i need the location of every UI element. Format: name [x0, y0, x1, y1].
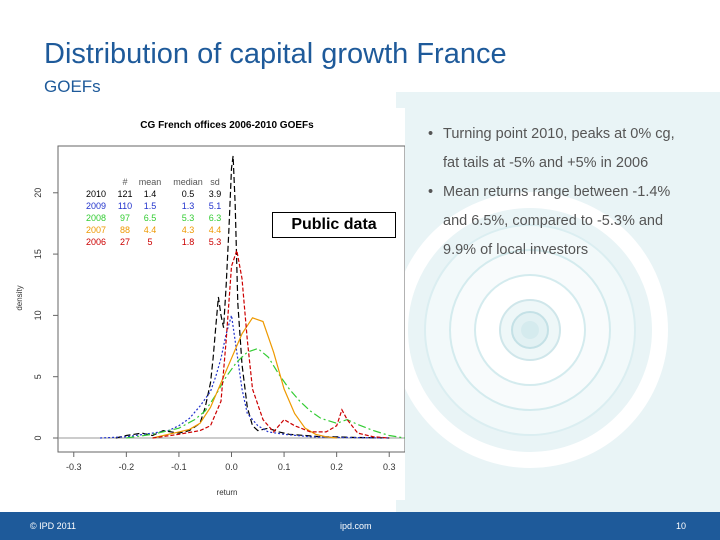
legend-value-n: 121	[117, 189, 132, 199]
legend-value-n: 88	[120, 225, 130, 235]
bullet-dot-icon: •	[428, 184, 434, 200]
legend-value-median: 1.8	[182, 237, 195, 247]
legend-header: median	[173, 177, 203, 187]
footer-page-number: 10	[676, 521, 687, 531]
legend-value-mean: 4.4	[144, 225, 157, 235]
bullet-item: • Turning point 2010, peaks at 0% cg, fat …	[424, 120, 714, 178]
y-tick-label: 20	[33, 188, 43, 198]
legend-year: 2007	[86, 225, 106, 235]
y-axis-label: density	[15, 285, 24, 310]
x-tick-label: 0.2	[330, 462, 343, 472]
legend-value-sd: 5.1	[209, 201, 222, 211]
legend-value-mean: 1.5	[144, 201, 157, 211]
x-axis-label: return	[217, 488, 238, 497]
footer-copyright: © IPD 2011	[30, 521, 76, 531]
bullet-list: • Turning point 2010, peaks at 0% cg, fat …	[424, 120, 714, 265]
slide-subtitle: GOEFs	[44, 77, 101, 96]
legend-value-n: 110	[118, 201, 132, 211]
y-axis-ticks: 0 5 10 15 20	[33, 188, 58, 441]
bullet-line: fat tails at -5% and +5% in 2006	[443, 155, 649, 171]
legend-year: 2006	[86, 237, 106, 247]
legend-value-median: 1.3	[182, 201, 195, 211]
legend-value-median: 4.3	[182, 225, 195, 235]
series-line-2008	[126, 347, 405, 439]
legend-value-sd: 3.9	[209, 189, 222, 199]
legend-value-median: 0.5	[182, 189, 195, 199]
legend-value-median: 5.3	[182, 213, 195, 223]
x-axis-ticks: -0.3 -0.2 -0.1 0.0 0.1 0.2 0.3	[66, 452, 395, 472]
density-chart: CG French offices 2006-2010 GOEFs -0.3 -0…	[10, 108, 405, 500]
bullet-dot-icon: •	[428, 126, 434, 142]
legend-table: # mean median sd 2010 121 1.4 0.5 3.9 2009 110 1.5 1…	[86, 177, 221, 247]
legend-value-mean: 5	[147, 237, 152, 247]
bullet-line: Turning point 2010, peaks at 0% cg,	[443, 126, 675, 142]
y-tick-label: 10	[33, 310, 43, 320]
legend-year: 2009	[86, 201, 106, 211]
x-tick-label: 0.0	[225, 462, 238, 472]
chart-title: CG French offices 2006-2010 GOEFs	[140, 120, 314, 131]
bullet-line: Mean returns range between -1.4%	[443, 184, 671, 200]
legend-header: sd	[210, 177, 220, 187]
legend-header: #	[122, 177, 127, 187]
bullet-item: • Mean returns range between -1.4% and 6.5…	[424, 178, 714, 265]
legend-value-sd: 4.4	[209, 225, 222, 235]
legend-value-sd: 6.3	[209, 213, 222, 223]
x-tick-label: -0.2	[119, 462, 135, 472]
legend-value-n: 27	[120, 237, 130, 247]
bullet-line: and 6.5%, compared to -5.3% and	[443, 213, 664, 229]
y-tick-label: 15	[33, 249, 43, 259]
x-tick-label: -0.3	[66, 462, 82, 472]
footer-website: ipd.com	[340, 521, 372, 531]
footer-bar: © IPD 2011 ipd.com 10	[0, 512, 720, 540]
x-tick-label: -0.1	[171, 462, 187, 472]
chart-background	[10, 108, 405, 500]
legend-value-n: 97	[120, 213, 130, 223]
series-lines	[100, 155, 405, 439]
legend-year: 2010	[86, 189, 106, 199]
decor-ring-core	[521, 321, 539, 339]
slide-title: Distribution of capital growth France	[44, 38, 507, 70]
x-tick-label: 0.1	[278, 462, 291, 472]
x-tick-label: 0.3	[383, 462, 396, 472]
series-line-2006	[152, 250, 390, 439]
series-line-2010	[115, 155, 390, 439]
y-tick-label: 0	[33, 435, 43, 440]
bullet-line: 9.9% of local investors	[443, 242, 589, 258]
y-tick-label: 5	[33, 374, 43, 379]
legend-value-mean: 6.5	[144, 213, 157, 223]
series-line-2009	[100, 315, 390, 439]
legend-year: 2008	[86, 213, 106, 223]
public-data-box: Public data	[272, 212, 396, 238]
legend-value-mean: 1.4	[144, 189, 157, 199]
legend-header: mean	[139, 177, 162, 187]
series-line-2007	[152, 317, 337, 439]
legend-value-sd: 5.3	[209, 237, 222, 247]
